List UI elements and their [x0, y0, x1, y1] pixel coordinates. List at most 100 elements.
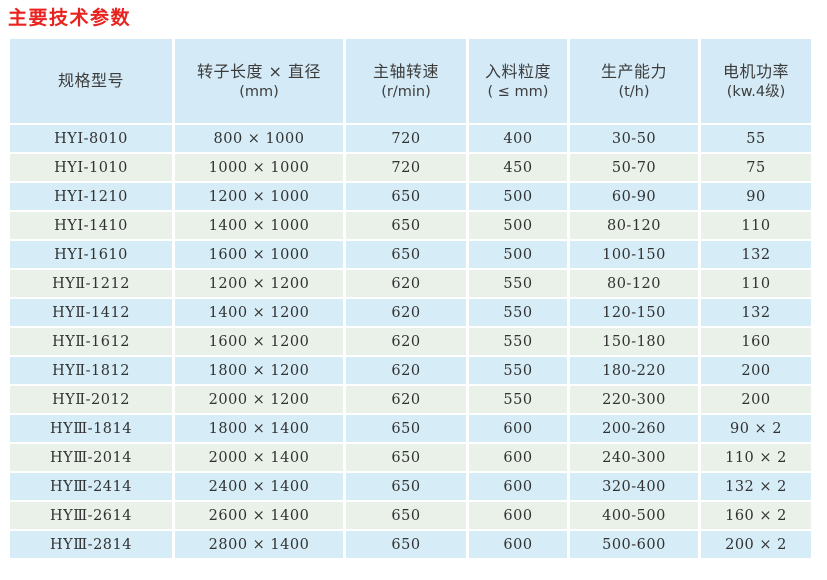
cell-shaft-speed: 650 [346, 531, 466, 558]
column-header-rotor-size: 转子长度 × 直径 (mm) [175, 39, 343, 123]
cell-feed-size: 500 [469, 212, 567, 239]
cell-rotor-size: 1800 × 1200 [175, 357, 343, 384]
table-row: HYⅡ-1212 1200 × 1200 620 550 80-120 110 [10, 270, 811, 297]
cell-capacity: 60-90 [570, 183, 698, 210]
cell-capacity: 180-220 [570, 357, 698, 384]
cell-motor-power: 132 [701, 299, 811, 326]
cell-feed-size: 500 [469, 241, 567, 268]
cell-shaft-speed: 650 [346, 415, 466, 442]
column-header-motor-power: 电机功率 (kw.4级) [701, 39, 811, 123]
cell-capacity: 220-300 [570, 386, 698, 413]
cell-feed-size: 600 [469, 415, 567, 442]
cell-feed-size: 550 [469, 328, 567, 355]
cell-capacity: 80-120 [570, 212, 698, 239]
cell-capacity: 150-180 [570, 328, 698, 355]
table-row: HYⅢ-2814 2800 × 1400 650 600 500-600 200… [10, 531, 811, 558]
cell-model: HYⅡ-1612 [10, 328, 172, 355]
cell-shaft-speed: 650 [346, 183, 466, 210]
cell-shaft-speed: 620 [346, 299, 466, 326]
table-row: HYⅡ-1812 1800 × 1200 620 550 180-220 200 [10, 357, 811, 384]
cell-model: HYⅠ-8010 [10, 125, 172, 152]
cell-model: HYⅡ-2012 [10, 386, 172, 413]
cell-capacity: 400-500 [570, 502, 698, 529]
cell-motor-power: 55 [701, 125, 811, 152]
cell-feed-size: 600 [469, 473, 567, 500]
column-header-capacity: 生产能力 (t/h) [570, 39, 698, 123]
cell-motor-power: 110 [701, 212, 811, 239]
cell-capacity: 50-70 [570, 154, 698, 181]
table-row: HYⅠ-1610 1600 × 1000 650 500 100-150 132 [10, 241, 811, 268]
cell-model: HYⅡ-1212 [10, 270, 172, 297]
column-label: 主轴转速 [372, 62, 439, 82]
cell-shaft-speed: 620 [346, 328, 466, 355]
cell-model: HYⅢ-2014 [10, 444, 172, 471]
cell-feed-size: 600 [469, 444, 567, 471]
table-row: HYⅠ-1210 1200 × 1000 650 500 60-90 90 [10, 183, 811, 210]
specs-table: 规格型号 转子长度 × 直径 (mm) 主轴转速 (r/min) 入料粒度 ( … [7, 37, 814, 560]
table-row: HYⅢ-2614 2600 × 1400 650 600 400-500 160… [10, 502, 811, 529]
table-row: HYⅠ-8010 800 × 1000 720 400 30-50 55 [10, 125, 811, 152]
cell-feed-size: 500 [469, 183, 567, 210]
table-row: HYⅡ-2012 2000 × 1200 620 550 220-300 200 [10, 386, 811, 413]
cell-rotor-size: 2000 × 1200 [175, 386, 343, 413]
cell-motor-power: 132 [701, 241, 811, 268]
column-header-shaft-speed: 主轴转速 (r/min) [346, 39, 466, 123]
column-unit: (mm) [239, 83, 279, 100]
cell-rotor-size: 2800 × 1400 [175, 531, 343, 558]
cell-rotor-size: 2400 × 1400 [175, 473, 343, 500]
cell-shaft-speed: 650 [346, 473, 466, 500]
cell-model: HYⅢ-2414 [10, 473, 172, 500]
column-label: 电机功率 [722, 62, 789, 82]
table-row: HYⅡ-1612 1600 × 1200 620 550 150-180 160 [10, 328, 811, 355]
cell-rotor-size: 1200 × 1000 [175, 183, 343, 210]
cell-shaft-speed: 650 [346, 502, 466, 529]
cell-rotor-size: 1000 × 1000 [175, 154, 343, 181]
column-label: 生产能力 [600, 62, 667, 82]
cell-shaft-speed: 650 [346, 444, 466, 471]
cell-model: HYⅢ-2814 [10, 531, 172, 558]
cell-shaft-speed: 720 [346, 154, 466, 181]
cell-shaft-speed: 620 [346, 386, 466, 413]
cell-capacity: 500-600 [570, 531, 698, 558]
cell-feed-size: 450 [469, 154, 567, 181]
table-row: HYⅠ-1010 1000 × 1000 720 450 50-70 75 [10, 154, 811, 181]
cell-capacity: 240-300 [570, 444, 698, 471]
column-header-feed-size: 入料粒度 ( ≤ mm) [469, 39, 567, 123]
column-label: 规格型号 [57, 71, 124, 91]
cell-shaft-speed: 650 [346, 212, 466, 239]
column-unit: (t/h) [618, 83, 650, 100]
column-header-model: 规格型号 [10, 39, 172, 123]
cell-capacity: 80-120 [570, 270, 698, 297]
cell-motor-power: 75 [701, 154, 811, 181]
cell-motor-power: 160 [701, 328, 811, 355]
table-row: HYⅢ-2014 2000 × 1400 650 600 240-300 110… [10, 444, 811, 471]
cell-shaft-speed: 720 [346, 125, 466, 152]
cell-motor-power: 200 [701, 386, 811, 413]
cell-model: HYⅠ-1610 [10, 241, 172, 268]
cell-rotor-size: 2600 × 1400 [175, 502, 343, 529]
cell-motor-power: 200 [701, 357, 811, 384]
cell-shaft-speed: 620 [346, 357, 466, 384]
cell-feed-size: 400 [469, 125, 567, 152]
cell-feed-size: 600 [469, 531, 567, 558]
cell-capacity: 120-150 [570, 299, 698, 326]
cell-feed-size: 550 [469, 357, 567, 384]
column-unit: (r/min) [381, 83, 431, 100]
cell-motor-power: 110 × 2 [701, 444, 811, 471]
cell-model: HYⅠ-1210 [10, 183, 172, 210]
cell-capacity: 200-260 [570, 415, 698, 442]
cell-feed-size: 550 [469, 386, 567, 413]
cell-motor-power: 90 [701, 183, 811, 210]
cell-motor-power: 132 × 2 [701, 473, 811, 500]
cell-capacity: 320-400 [570, 473, 698, 500]
page-title: 主要技术参数 [8, 7, 132, 29]
header-row: 规格型号 转子长度 × 直径 (mm) 主轴转速 (r/min) 入料粒度 ( … [10, 39, 811, 123]
cell-model: HYⅢ-1814 [10, 415, 172, 442]
cell-capacity: 30-50 [570, 125, 698, 152]
column-label: 入料粒度 [484, 62, 551, 82]
table-row: HYⅡ-1412 1400 × 1200 620 550 120-150 132 [10, 299, 811, 326]
cell-motor-power: 200 × 2 [701, 531, 811, 558]
table-row: HYⅢ-2414 2400 × 1400 650 600 320-400 132… [10, 473, 811, 500]
cell-model: HYⅡ-1412 [10, 299, 172, 326]
